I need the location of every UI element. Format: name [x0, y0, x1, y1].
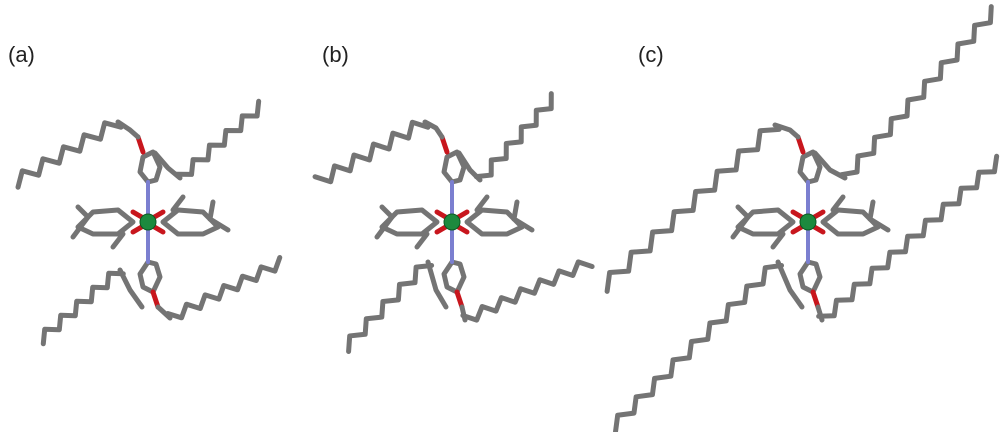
bond [514, 202, 532, 230]
bond [140, 262, 160, 292]
panel-label: (b) [322, 42, 349, 67]
bond [841, 7, 991, 175]
bond [210, 202, 228, 230]
bond [18, 123, 121, 187]
bond [428, 262, 446, 307]
bond [315, 122, 428, 182]
bond [476, 94, 551, 177]
metal-atom [444, 214, 460, 230]
bond [778, 262, 802, 307]
bond [177, 101, 259, 174]
bond [349, 265, 432, 351]
bond [616, 266, 782, 432]
molecules [18, 7, 997, 432]
bond [43, 273, 123, 344]
metal-atom [140, 214, 156, 230]
metal-atom [800, 214, 816, 230]
figure: (a) (b) (c) [0, 0, 1001, 432]
page: (a) (b) (c) (() => { const data = JSON.p… [0, 0, 1001, 432]
panel-label: (a) [8, 42, 35, 67]
bond [463, 262, 592, 320]
bond [168, 258, 280, 318]
panel-label: (c) [638, 42, 664, 67]
bond [870, 202, 888, 230]
bond [444, 262, 464, 292]
bond [800, 262, 820, 292]
